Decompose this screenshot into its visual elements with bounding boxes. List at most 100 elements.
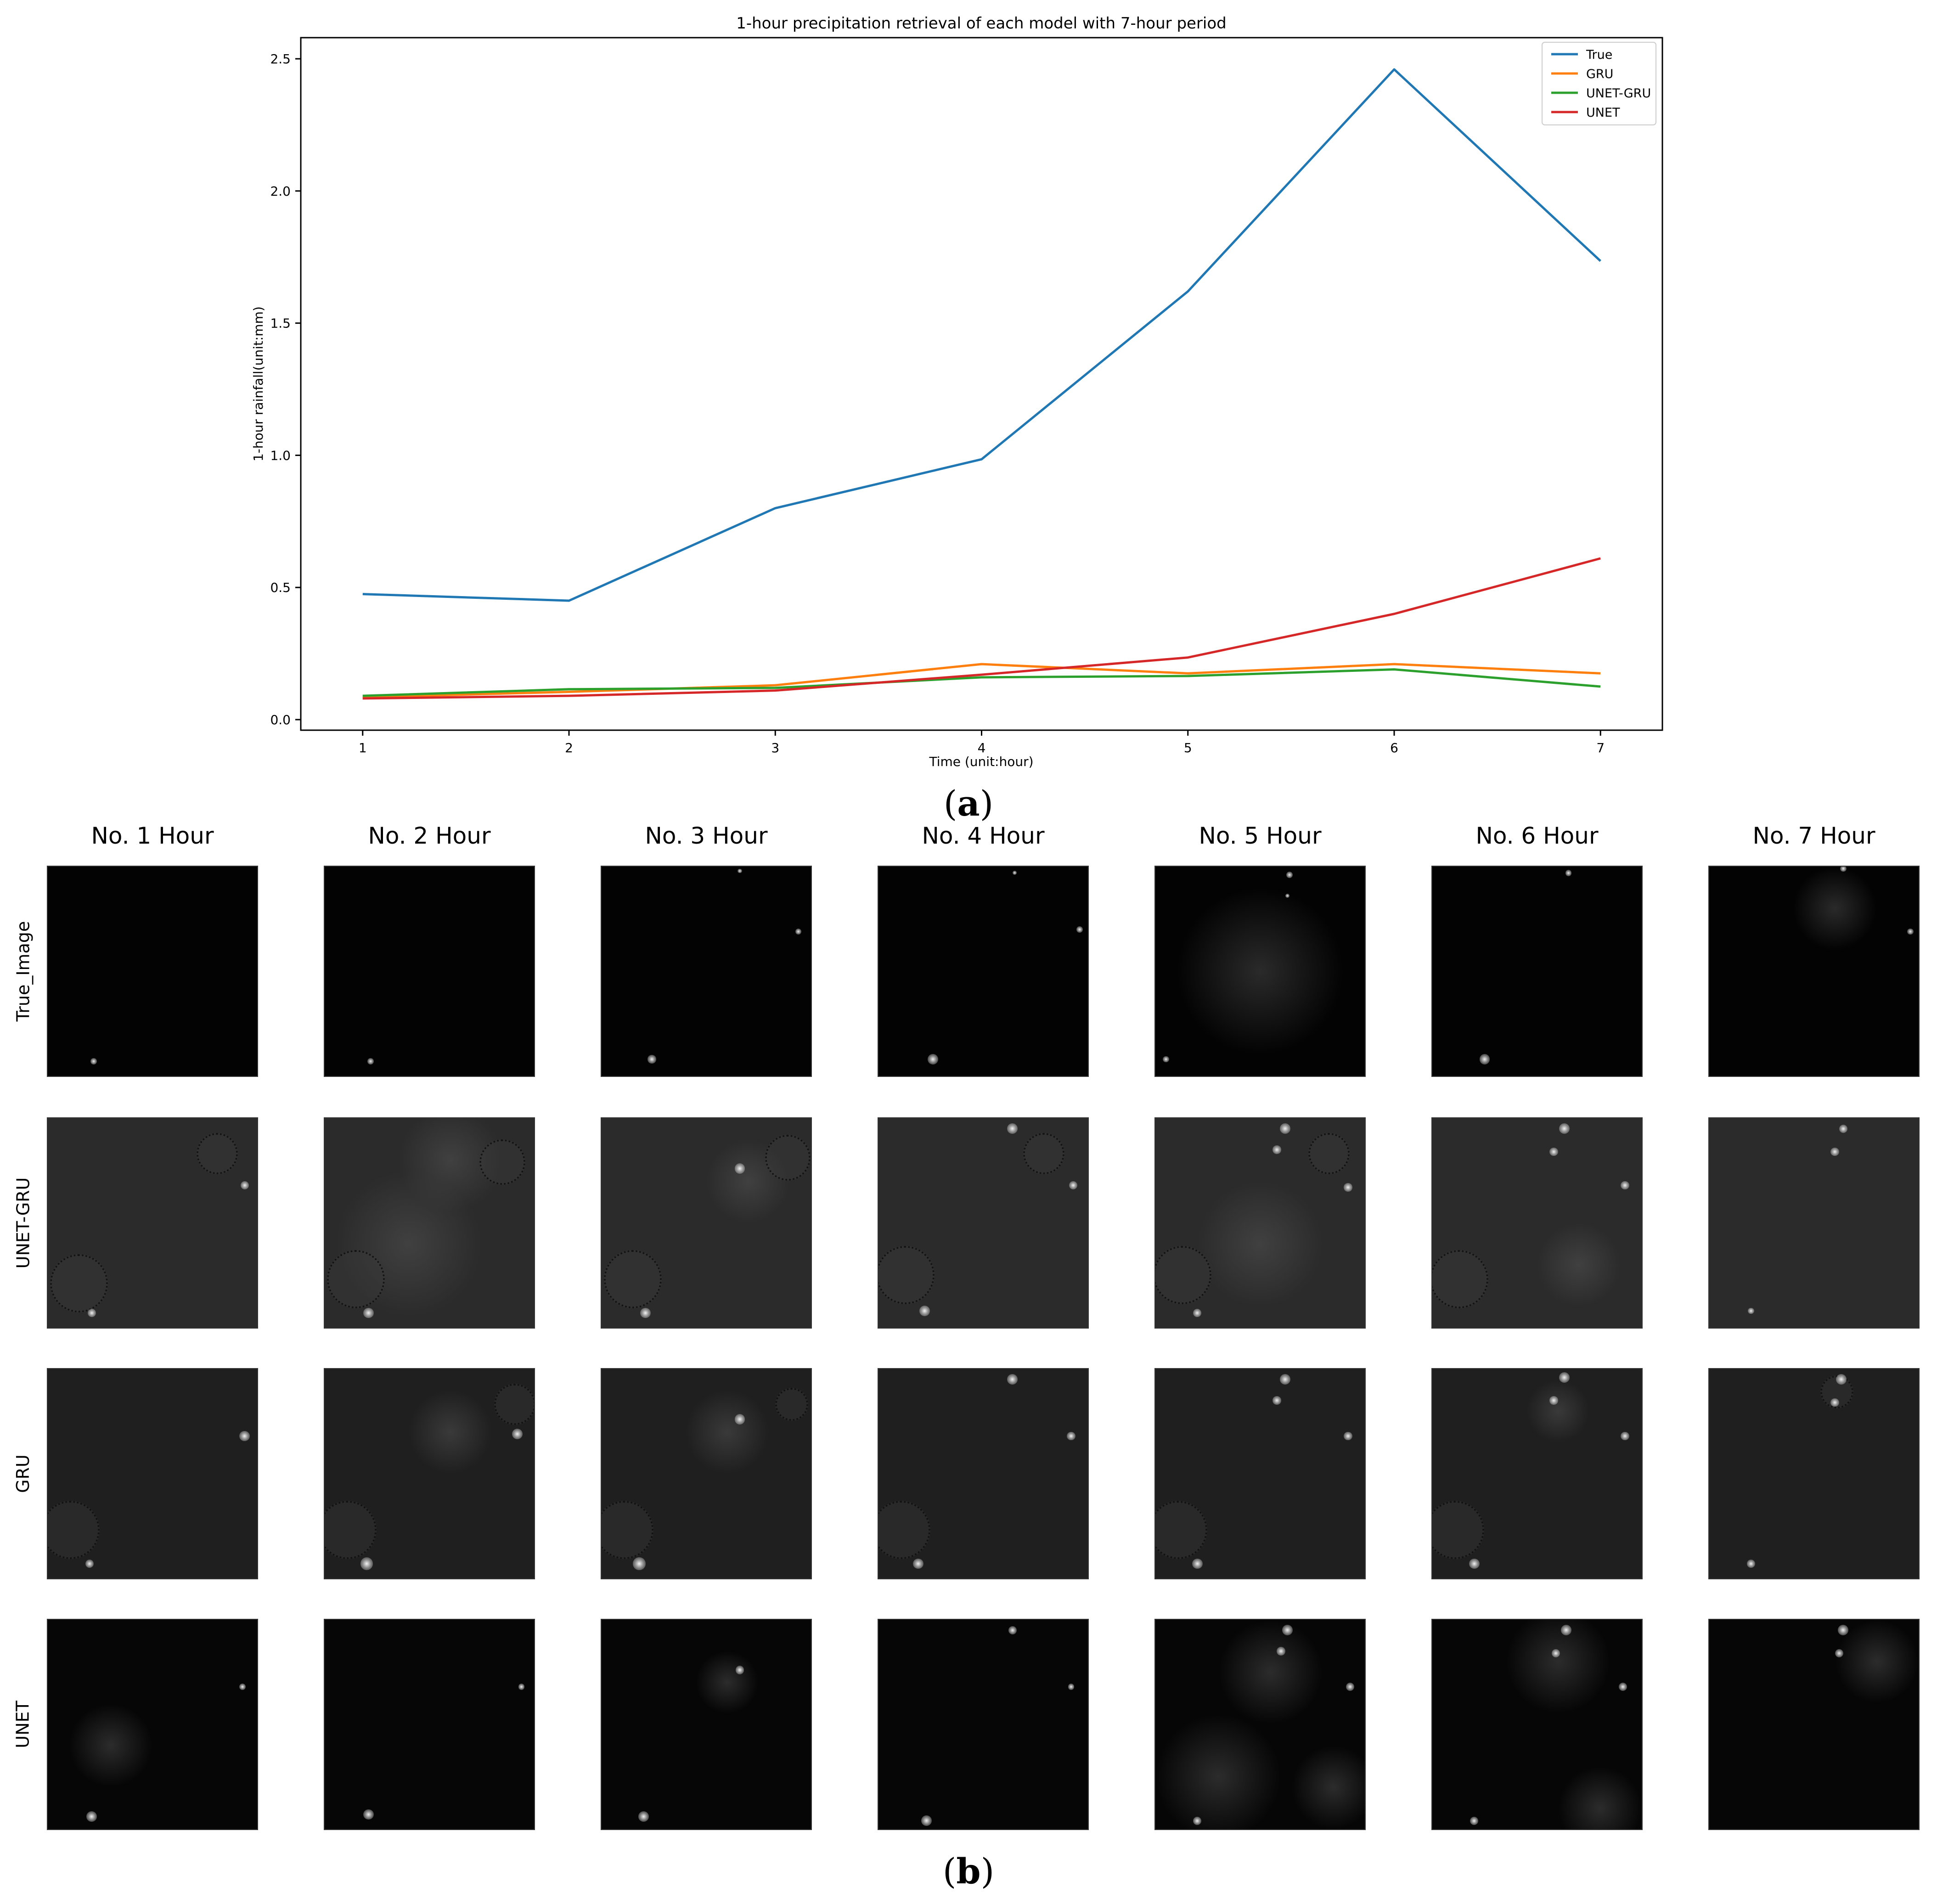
column-title: No. 6 Hour xyxy=(1475,822,1599,849)
bright-spot xyxy=(1830,1147,1839,1156)
y-axis-label: 1-hour rainfall(unit:mm) xyxy=(251,306,266,462)
x-tick-label: 3 xyxy=(771,740,779,755)
column-title: No. 1 Hour xyxy=(91,822,214,849)
bright-spot xyxy=(795,928,802,935)
bright-spot xyxy=(518,1684,525,1690)
image-tile xyxy=(1431,866,1643,1077)
bright-spot xyxy=(512,1428,523,1439)
row-label: UNET-GRU xyxy=(9,1117,37,1329)
x-tick-label: 5 xyxy=(1184,740,1192,755)
bright-spot xyxy=(90,1058,97,1065)
image-grid: No. 1 Hour No. 2 Hour No. 3 Hour No. 4 Hour… xyxy=(0,822,1937,1842)
haze-blob xyxy=(1526,1379,1589,1442)
y-tick-label: 2.0 xyxy=(270,184,291,199)
x-tick-label: 4 xyxy=(978,740,986,755)
bright-spot xyxy=(1836,1374,1847,1385)
image-tile xyxy=(324,1117,535,1329)
column-title: No. 7 Hour xyxy=(1752,822,1875,849)
bright-spot xyxy=(1561,1625,1572,1636)
bright-spot xyxy=(1565,869,1572,876)
bright-spot xyxy=(638,1811,649,1822)
bright-spot xyxy=(1280,1123,1291,1134)
bright-spot xyxy=(1835,1649,1843,1658)
bright-spot xyxy=(1621,1181,1629,1190)
panel-label-b-close: ) xyxy=(980,1851,995,1892)
bright-spot xyxy=(1559,1123,1570,1134)
series-lines xyxy=(362,68,1601,700)
bright-spot xyxy=(1067,1431,1075,1441)
panel-label-a-letter: a xyxy=(957,783,980,824)
column-title: No. 4 Hour xyxy=(922,822,1045,849)
bright-spot xyxy=(1549,1147,1558,1156)
haze-blob xyxy=(1793,867,1877,951)
ring-artifact xyxy=(775,1388,809,1421)
chart-title: 1-hour precipitation retrieval of each m… xyxy=(736,14,1227,33)
panel-label-b: (b) xyxy=(0,1853,1937,1890)
bright-spot xyxy=(928,1054,938,1065)
bright-spot xyxy=(640,1307,651,1318)
image-tile xyxy=(601,1117,812,1329)
x-tick-label: 1 xyxy=(359,740,367,755)
bright-spot xyxy=(1470,1816,1479,1825)
bright-spot xyxy=(1007,1374,1018,1385)
image-tile xyxy=(324,866,535,1077)
bright-spot xyxy=(1068,1684,1075,1690)
bright-spot xyxy=(734,1414,745,1425)
bright-spot xyxy=(1344,1183,1352,1192)
bright-spot xyxy=(1748,1307,1755,1314)
haze-blob xyxy=(1291,1745,1365,1829)
haze-blob xyxy=(696,1651,759,1714)
bright-spot xyxy=(1069,1181,1078,1190)
bright-spot xyxy=(1076,926,1083,933)
panel-label-a: (a) xyxy=(0,785,1937,822)
bright-spot xyxy=(363,1809,374,1820)
legend-label: GRU xyxy=(1586,67,1613,81)
haze-blob xyxy=(1505,1620,1610,1714)
image-tile xyxy=(1708,1117,1920,1329)
column-title: No. 3 Hour xyxy=(645,822,768,849)
bright-spot xyxy=(1907,928,1914,935)
x-axis-label: Time (unit:hour) xyxy=(929,754,1033,769)
plot-area xyxy=(300,37,1663,731)
image-tile xyxy=(324,1619,535,1830)
legend: True GRU UNET-GRU UNET xyxy=(1542,42,1656,125)
y-tick-label: 2.5 xyxy=(270,51,291,67)
row-label-text: UNET xyxy=(13,1701,33,1748)
image-tile xyxy=(1708,1368,1920,1579)
ring-artifact xyxy=(196,1132,238,1174)
ring-artifact xyxy=(603,1250,662,1308)
ring-artifact xyxy=(48,1501,100,1559)
x-tick-label: 7 xyxy=(1596,740,1605,755)
haze-blob xyxy=(1176,887,1344,1055)
haze-blob xyxy=(1155,1714,1281,1829)
panel-label-b-open: ( xyxy=(942,1851,957,1892)
bright-spot xyxy=(1618,1682,1627,1691)
haze-blob xyxy=(68,1703,152,1787)
bright-spot xyxy=(1549,1396,1558,1405)
bright-spot xyxy=(1273,1396,1281,1405)
bright-spot xyxy=(1280,1374,1291,1385)
legend-box xyxy=(1542,42,1656,125)
bright-spot xyxy=(1008,1626,1017,1634)
bright-spot xyxy=(240,1181,249,1190)
bright-spot xyxy=(85,1559,94,1568)
image-tile xyxy=(601,866,812,1077)
bright-spot xyxy=(1839,1124,1847,1133)
image-tile xyxy=(47,1368,258,1579)
bright-spot xyxy=(1479,1054,1490,1065)
bright-spot xyxy=(1193,1308,1202,1318)
bright-spot xyxy=(1282,1625,1293,1636)
x-axis-ticks: 1 2 3 4 5 6 7 xyxy=(359,730,1605,755)
row-label-text: True_Image xyxy=(13,921,34,1022)
series-line-unet xyxy=(362,557,1601,700)
bright-spot xyxy=(1286,872,1293,879)
row-label-text: GRU xyxy=(13,1454,34,1493)
bright-spot xyxy=(738,868,742,873)
y-axis-ticks: 0.0 0.5 1.0 1.5 2.0 2.5 xyxy=(270,51,301,727)
bright-spot xyxy=(87,1308,96,1318)
bright-spot xyxy=(1273,1145,1281,1154)
row-label-text: UNET-GRU xyxy=(13,1177,33,1269)
bright-spot xyxy=(919,1306,930,1316)
y-tick-label: 0.5 xyxy=(270,580,291,595)
ring-artifact xyxy=(1432,1250,1488,1308)
